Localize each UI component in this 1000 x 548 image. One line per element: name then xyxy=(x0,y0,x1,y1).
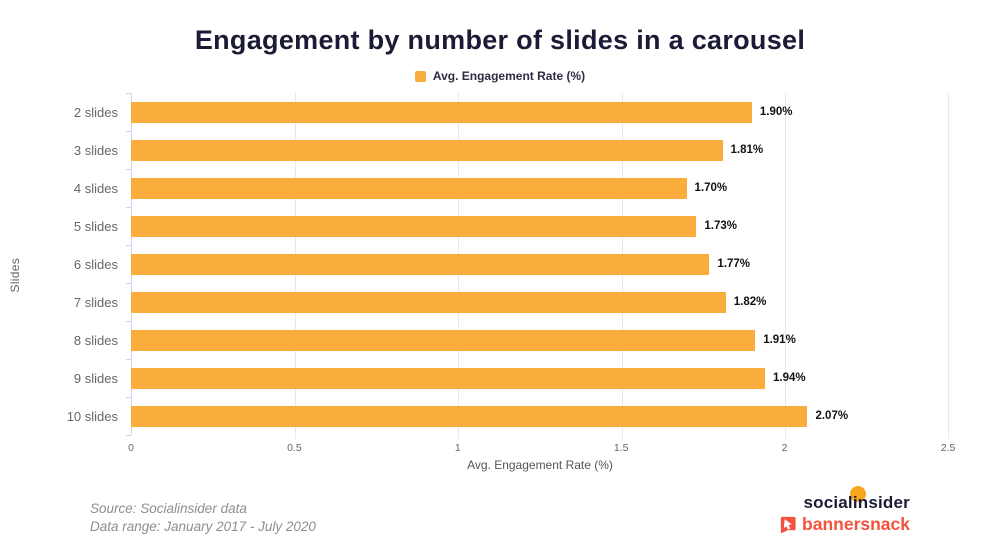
x-axis-tick-label: 2 xyxy=(781,442,788,454)
bar-value-label: 1.90% xyxy=(759,106,793,118)
category-label: 2 slides xyxy=(73,104,118,120)
bar-value-label: 1.73% xyxy=(704,220,737,232)
bar xyxy=(131,215,697,237)
bar-row: 4 slides 1.70% xyxy=(30,169,948,207)
bar-row: 10 slides 2.07% xyxy=(30,397,948,435)
bar-track: 1.91% xyxy=(131,321,948,359)
gridline xyxy=(948,93,949,439)
bar-value-label: 1.70% xyxy=(694,182,728,194)
bar-track: 1.73% xyxy=(131,207,948,245)
bannersnack-cursor-icon xyxy=(780,516,796,533)
bar xyxy=(131,253,710,275)
bar-track: 1.77% xyxy=(131,245,948,283)
bar xyxy=(131,291,726,313)
legend-swatch xyxy=(414,70,426,82)
footer: Source: Socialinsider data Data range: J… xyxy=(0,486,1000,535)
y-axis-tick xyxy=(126,93,131,94)
x-axis-tick-label: 1.5 xyxy=(613,442,629,454)
x-axis-tick-label: 0.5 xyxy=(287,442,302,454)
x-axis-tick-label: 0 xyxy=(128,442,134,454)
bar-row: 2 slides 1.90% xyxy=(30,93,948,131)
brand-logos: socialinsider bannersnack xyxy=(778,486,910,535)
category-label: 5 slides xyxy=(73,218,118,234)
legend: Avg. Engagement Rate (%) xyxy=(0,69,1000,83)
bar-row: 6 slides 1.77% xyxy=(30,245,948,283)
y-axis-title: Slides xyxy=(8,257,22,293)
bar-track: 1.81% xyxy=(131,131,948,169)
chart-title: Engagement by number of slides in a caro… xyxy=(194,25,806,55)
source-note: Source: Socialinsider data Data range: J… xyxy=(90,500,316,535)
bar-rows: 2 slides 1.90% 3 slides 1.81% 4 slides 1.70% 5… xyxy=(30,93,948,435)
y-axis-tick xyxy=(126,396,131,398)
bar-value-label: 1.81% xyxy=(730,144,764,156)
plot-area: 2 slides 1.90% 3 slides 1.81% 4 slides 1.70% 5… xyxy=(30,93,955,457)
bar xyxy=(131,405,808,427)
y-axis-tick xyxy=(126,435,131,436)
y-axis-tick xyxy=(126,359,131,360)
bar xyxy=(131,139,723,161)
y-axis-title-column: Slides xyxy=(0,93,30,457)
y-axis-tick xyxy=(126,168,131,170)
category-label: 3 slides xyxy=(73,142,118,158)
bar-track: 1.70% xyxy=(131,169,948,207)
y-axis-tick xyxy=(126,283,131,284)
category-label: 4 slides xyxy=(73,180,118,196)
source-line-1: Source: Socialinsider data xyxy=(90,501,247,516)
category-label: 6 slides xyxy=(73,256,118,272)
bar-row: 9 slides 1.94% xyxy=(30,359,948,397)
bar xyxy=(131,367,765,389)
gridline xyxy=(784,93,786,439)
bar-row: 8 slides 1.91% xyxy=(30,321,948,359)
bar-row: 3 slides 1.81% xyxy=(30,131,948,169)
chart-area: Slides 2 slides 1.90% 3 slides 1.81% 4 slide… xyxy=(0,93,1000,457)
socialinsider-dot-icon xyxy=(850,486,867,502)
bar-row: 7 slides 1.82% xyxy=(30,283,948,321)
category-label: 8 slides xyxy=(73,332,118,348)
bannersnack-logo-text: bannersnack xyxy=(802,514,910,534)
source-line-2: Data range: January 2017 - July 2020 xyxy=(90,518,316,534)
y-axis-tick xyxy=(126,130,131,132)
legend-label: Avg. Engagement Rate (%) xyxy=(432,69,586,83)
category-label: 10 slides xyxy=(66,408,118,424)
x-axis-tick-label: 1 xyxy=(454,442,461,454)
bar xyxy=(131,177,687,199)
bar xyxy=(131,101,752,123)
x-axis-tick-labels: 0 0.5 1 1.5 2 2.5 xyxy=(128,435,955,457)
bar xyxy=(131,329,756,351)
x-axis-title: Avg. Engagement Rate (%) xyxy=(467,458,613,472)
category-label: 9 slides xyxy=(73,370,118,386)
y-axis-tick xyxy=(126,321,131,322)
bar-track: 1.94% xyxy=(131,359,948,397)
bar-value-label: 1.82% xyxy=(733,296,767,308)
socialinsider-logo-text: socialinsider xyxy=(803,493,910,512)
y-axis-tick xyxy=(126,207,131,208)
bannersnack-logo: bannersnack xyxy=(778,514,910,535)
bar-value-label: 1.77% xyxy=(717,258,751,270)
socialinsider-logo: socialinsider xyxy=(803,486,910,513)
bar-value-label: 1.94% xyxy=(772,372,806,384)
bar-track: 1.90% xyxy=(131,93,948,131)
category-label: 7 slides xyxy=(73,294,118,310)
bar-row: 5 slides 1.73% xyxy=(30,207,948,245)
y-axis-tick xyxy=(126,244,131,246)
bar-track: 1.82% xyxy=(131,283,948,321)
bar-value-label: 1.91% xyxy=(763,334,796,346)
bar-value-label: 2.07% xyxy=(815,410,849,422)
x-axis-tick-label: 2.5 xyxy=(940,442,956,454)
bar-track: 2.07% xyxy=(131,397,948,435)
